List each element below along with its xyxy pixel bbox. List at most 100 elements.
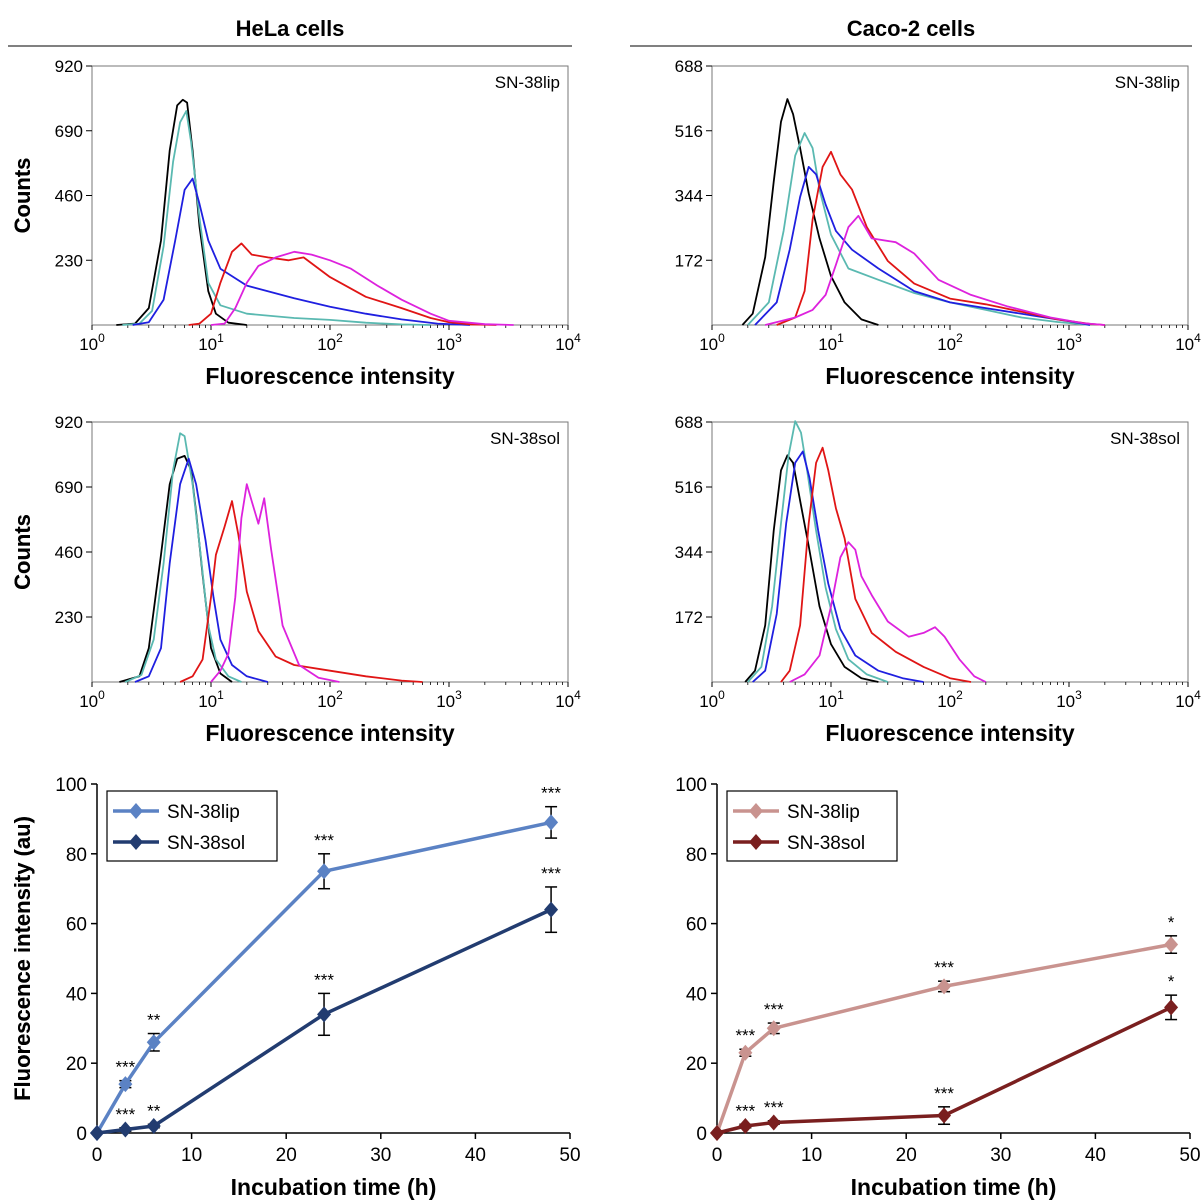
x-tick-label: 101 bbox=[818, 688, 844, 711]
significance-label: *** bbox=[541, 864, 561, 883]
data-point-marker bbox=[1164, 999, 1179, 1016]
x-axis-title: Incubation time (h) bbox=[231, 1174, 437, 1200]
significance-label: *** bbox=[735, 1026, 755, 1045]
legend-marker bbox=[749, 803, 763, 819]
data-point-marker bbox=[738, 1118, 753, 1135]
x-tick-label: 104 bbox=[1175, 688, 1201, 711]
legend: SN-38lip SN-38sol bbox=[106, 790, 278, 862]
x-tick-label: 20 bbox=[276, 1145, 297, 1166]
histogram-trace-teal bbox=[747, 420, 889, 683]
x-axis-title: Fluorescence intensity bbox=[825, 720, 1074, 746]
data-point-marker bbox=[317, 863, 332, 880]
y-tick-label: 230 bbox=[55, 251, 83, 270]
data-point-marker bbox=[710, 1125, 724, 1141]
y-tick-label: 100 bbox=[55, 775, 87, 796]
chart-panel-0: 230 460 690 920 100 101 102 103 104 SN-38lip Fluor… bbox=[10, 57, 581, 389]
histogram-trace-blue bbox=[752, 450, 924, 683]
panel-label: SN-38lip bbox=[495, 73, 560, 92]
data-point-marker bbox=[544, 814, 559, 831]
x-tick-label: 40 bbox=[1085, 1145, 1106, 1166]
significance-label: *** bbox=[934, 1084, 954, 1103]
significance-label: *** bbox=[764, 1098, 784, 1117]
chart-panel-1: 172 344 516 688 100 101 102 103 104 SN-38lip Fluor… bbox=[10, 57, 1201, 389]
y-axis-title: Counts bbox=[10, 514, 35, 590]
histogram-trace-red bbox=[776, 150, 1105, 326]
y-tick-label: 460 bbox=[55, 187, 83, 206]
y-tick-label: 516 bbox=[675, 478, 703, 497]
significance-label: *** bbox=[764, 1000, 784, 1019]
y-tick-label: 344 bbox=[675, 543, 703, 562]
x-tick-label: 50 bbox=[559, 1145, 580, 1166]
histogram-trace-red bbox=[179, 500, 423, 683]
y-tick-label: 80 bbox=[686, 845, 707, 866]
x-tick-label: 30 bbox=[990, 1145, 1011, 1166]
y-tick-label: 20 bbox=[686, 1054, 707, 1075]
x-tick-label: 101 bbox=[198, 331, 224, 354]
data-point-marker bbox=[544, 901, 559, 918]
data-point-marker bbox=[90, 1125, 104, 1141]
data-point-marker bbox=[766, 1114, 781, 1131]
y-axis-title: Fluorescence intensity (au) bbox=[10, 816, 35, 1101]
x-tick-label: 10 bbox=[801, 1145, 822, 1166]
legend-box bbox=[106, 790, 278, 862]
legend-marker bbox=[129, 803, 143, 819]
series-SN-38sol: *** ******** bbox=[90, 864, 561, 1141]
y-tick-label: 60 bbox=[686, 915, 707, 936]
data-point-marker bbox=[317, 1006, 332, 1023]
significance-label: ** bbox=[147, 1101, 161, 1120]
histogram-trace-red bbox=[780, 446, 972, 683]
legend-label: SN-38sol bbox=[167, 833, 245, 854]
chart-panel-5: 0 20 40 60 80 100 0 10 20 30 40 50 Incubation time (… bbox=[10, 775, 1201, 1200]
legend-label: SN-38lip bbox=[787, 802, 860, 823]
significance-label: *** bbox=[934, 958, 954, 977]
histogram-trace-teal bbox=[122, 110, 431, 326]
x-tick-label: 102 bbox=[317, 331, 343, 354]
data-point-marker bbox=[937, 1107, 952, 1124]
x-axis-title: Incubation time (h) bbox=[851, 1174, 1057, 1200]
histogram-trace-magenta bbox=[764, 214, 1105, 326]
y-tick-label: 172 bbox=[675, 251, 703, 270]
chart-panel-2: 230 460 690 920 100 101 102 103 104 SN-38sol Fluor… bbox=[10, 413, 581, 746]
y-axis-title: Counts bbox=[10, 514, 35, 590]
histogram-trace-black bbox=[119, 455, 233, 683]
chart-panel-4: 0 20 40 60 80 100 0 10 20 30 40 50 Incubation time (… bbox=[10, 775, 581, 1200]
plot-frame bbox=[91, 65, 569, 326]
significance-label: *** bbox=[115, 1105, 135, 1124]
data-point-marker bbox=[118, 1076, 133, 1093]
data-point-marker bbox=[937, 978, 952, 995]
plot-frame bbox=[91, 421, 569, 683]
histogram-trace-magenta bbox=[210, 483, 340, 683]
x-tick-label: 30 bbox=[370, 1145, 391, 1166]
y-tick-label: 920 bbox=[55, 57, 83, 76]
y-tick-label: 0 bbox=[696, 1124, 707, 1145]
legend-label: SN-38lip bbox=[167, 802, 240, 823]
y-tick-label: 60 bbox=[66, 915, 87, 936]
x-axis-title: Fluorescence intensity bbox=[205, 363, 454, 389]
legend-marker bbox=[749, 834, 763, 850]
histogram-trace-teal bbox=[124, 432, 242, 683]
y-tick-label: 100 bbox=[675, 775, 707, 796]
data-point-marker bbox=[118, 1121, 133, 1138]
y-tick-label: 0 bbox=[76, 1124, 87, 1145]
x-tick-label: 103 bbox=[1056, 688, 1082, 711]
column-title-caco2: Caco-2 cells bbox=[847, 16, 975, 41]
legend-label: SN-38sol bbox=[787, 833, 865, 854]
y-tick-label: 40 bbox=[686, 984, 707, 1005]
y-tick-label: 690 bbox=[55, 122, 83, 141]
x-tick-label: 104 bbox=[1175, 331, 1201, 354]
y-tick-label: 920 bbox=[55, 413, 83, 432]
y-axis-title: Counts bbox=[10, 158, 35, 234]
series-SN-38lip: *********** bbox=[90, 784, 561, 1141]
x-tick-label: 102 bbox=[937, 331, 963, 354]
panel-label: SN-38lip bbox=[1115, 73, 1180, 92]
y-tick-label: 460 bbox=[55, 543, 83, 562]
data-point-marker bbox=[146, 1118, 161, 1135]
legend-marker bbox=[129, 834, 143, 850]
panel-label: SN-38sol bbox=[490, 429, 560, 448]
series-SN-38lip: ********** bbox=[710, 913, 1179, 1141]
y-axis-title: Fluorescence intensity (au) bbox=[10, 816, 35, 1101]
significance-label: * bbox=[1168, 913, 1175, 932]
histogram-trace-black bbox=[116, 98, 247, 326]
